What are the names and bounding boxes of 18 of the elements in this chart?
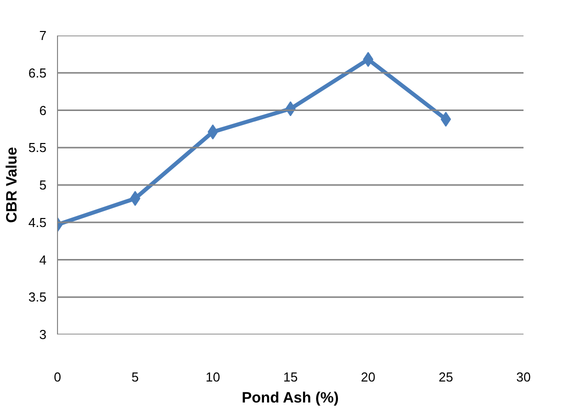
x-tick-label: 10	[206, 370, 220, 384]
x-axis-title: Pond Ash (%)	[242, 390, 339, 406]
y-tick-label: 4.5	[28, 214, 47, 230]
y-tick-label: 7	[39, 28, 47, 43]
x-tick-label: 5	[132, 370, 139, 384]
y-tick-label: 4	[39, 252, 47, 268]
x-tick-label: 30	[516, 370, 531, 384]
x-tick-label: 20	[360, 370, 376, 384]
y-tick-label: 5.5	[28, 140, 47, 156]
y-tick-label: 3	[39, 327, 47, 342]
y-tick-label: 6	[39, 102, 47, 118]
y-tick-label: 3.5	[28, 290, 47, 305]
y-tick-label: 6.5	[28, 65, 47, 80]
x-tick-label: 15	[283, 370, 298, 384]
x-tick-label: 0	[54, 370, 62, 384]
y-axis-title: CBR Value	[3, 147, 20, 223]
x-tick-label: 25	[438, 370, 454, 384]
y-tick-label: 5	[39, 178, 47, 192]
